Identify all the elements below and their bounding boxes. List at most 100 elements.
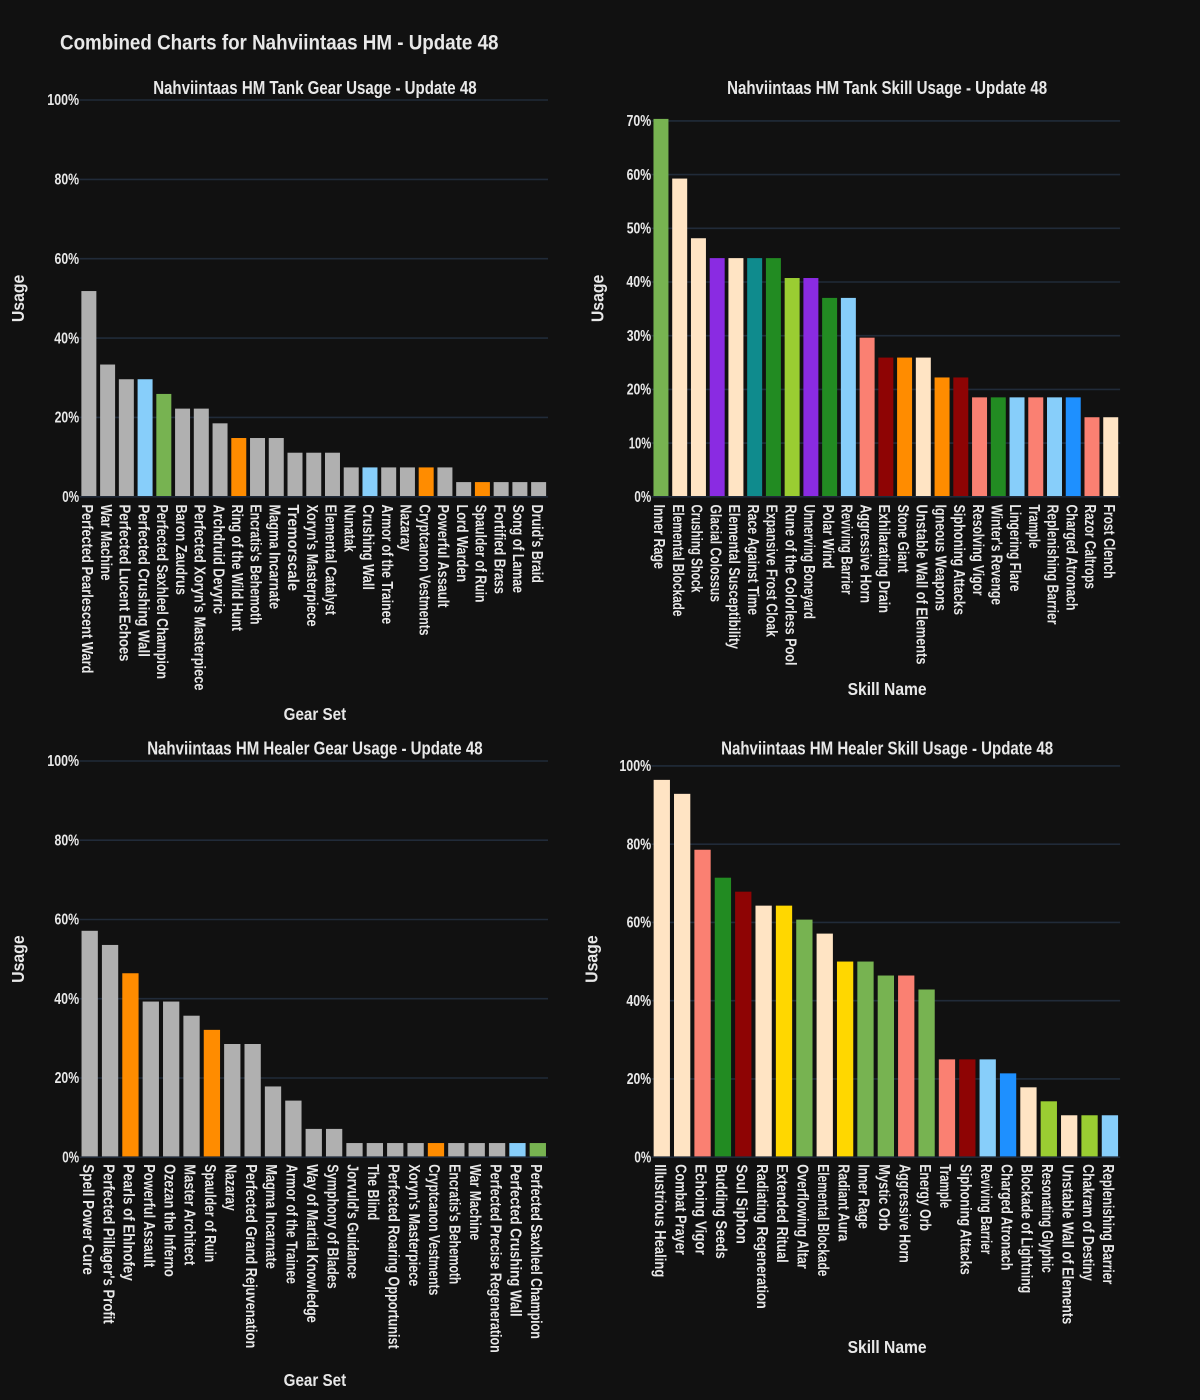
svg-text:Tremorscale: Tremorscale xyxy=(284,505,301,592)
svg-text:Way of Martial Knowledge: Way of Martial Knowledge xyxy=(303,1164,320,1323)
svg-text:Usage: Usage xyxy=(582,935,602,983)
svg-text:Trample: Trample xyxy=(936,1164,953,1208)
svg-text:Aggressive Horn: Aggressive Horn xyxy=(895,1164,912,1263)
svg-text:Symphony of Blades: Symphony of Blades xyxy=(323,1164,340,1289)
svg-text:Spell Power Cure: Spell Power Cure xyxy=(79,1164,96,1275)
svg-text:Overflowing Altar: Overflowing Altar xyxy=(794,1164,811,1269)
svg-text:40%: 40% xyxy=(54,991,79,1008)
svg-text:Perfected Pillager's Profit: Perfected Pillager's Profit xyxy=(99,1164,116,1324)
svg-text:0%: 0% xyxy=(634,489,651,506)
svg-text:Crushing Shock: Crushing Shock xyxy=(688,505,705,593)
svg-text:Charged Atronach: Charged Atronach xyxy=(997,1164,1014,1270)
svg-text:20%: 20% xyxy=(55,1070,80,1087)
svg-text:Perfected Saxhleel Champion: Perfected Saxhleel Champion xyxy=(153,505,170,680)
svg-text:Nazaray: Nazaray xyxy=(397,505,414,552)
svg-text:Song of Lamae: Song of Lamae xyxy=(509,505,526,594)
svg-text:Usage: Usage xyxy=(8,935,28,983)
svg-text:Perfected Xoryn's Masterpiece: Perfected Xoryn's Masterpiece xyxy=(191,505,208,691)
svg-text:Illustrious Healing: Illustrious Healing xyxy=(651,1164,668,1277)
svg-text:Glacial Colossus: Glacial Colossus xyxy=(706,505,723,603)
svg-text:Mystic Orb: Mystic Orb xyxy=(875,1164,892,1231)
svg-text:Lord Warden: Lord Warden xyxy=(453,505,470,583)
svg-text:20%: 20% xyxy=(627,1071,652,1088)
svg-text:Nahviintaas HM Tank Skill Usag: Nahviintaas HM Tank Skill Usage - Update… xyxy=(727,78,1047,98)
svg-text:Energy Orb: Energy Orb xyxy=(916,1164,933,1231)
svg-text:Armor of the Trainee: Armor of the Trainee xyxy=(378,505,395,625)
svg-text:80%: 80% xyxy=(55,832,80,849)
svg-text:0%: 0% xyxy=(634,1149,651,1166)
svg-text:Resonating Glyphic: Resonating Glyphic xyxy=(1038,1164,1055,1273)
svg-text:0%: 0% xyxy=(62,1149,79,1166)
svg-text:100%: 100% xyxy=(47,92,79,109)
svg-text:Xoryn's Masterpiece: Xoryn's Masterpiece xyxy=(303,505,320,627)
svg-text:Skill Name: Skill Name xyxy=(848,1337,927,1357)
svg-text:Powerful Assault: Powerful Assault xyxy=(140,1164,157,1267)
svg-text:Frost Clench: Frost Clench xyxy=(1100,505,1117,579)
svg-text:80%: 80% xyxy=(627,836,652,853)
svg-text:Usage: Usage xyxy=(588,274,608,322)
svg-text:Pearls of Ehlnofey: Pearls of Ehlnofey xyxy=(120,1164,137,1281)
svg-text:Race Against Time: Race Against Time xyxy=(744,505,761,616)
svg-text:80%: 80% xyxy=(55,172,80,189)
svg-text:Armor of the Trainee: Armor of the Trainee xyxy=(283,1164,300,1284)
svg-text:Rune of the Colorless Pool: Rune of the Colorless Pool xyxy=(781,505,798,666)
svg-text:Spaulder of Ruin: Spaulder of Ruin xyxy=(201,1164,218,1262)
svg-text:Combined Charts for Nahviintaa: Combined Charts for Nahviintaas HM - Upd… xyxy=(60,32,499,55)
svg-text:Gear Set: Gear Set xyxy=(284,704,347,724)
svg-text:30%: 30% xyxy=(627,328,652,345)
svg-text:Nunatak: Nunatak xyxy=(340,505,357,553)
svg-text:The Blind: The Blind xyxy=(364,1164,381,1220)
svg-text:Skill Name: Skill Name xyxy=(848,679,927,699)
svg-text:Winter's Revenge: Winter's Revenge xyxy=(987,505,1004,606)
svg-text:Perfected Precise Regeneration: Perfected Precise Regeneration xyxy=(486,1164,503,1353)
svg-text:Elemental Catalyst: Elemental Catalyst xyxy=(322,505,339,616)
svg-text:Perfected Roaring Opportunist: Perfected Roaring Opportunist xyxy=(384,1164,401,1349)
svg-text:Aggressive Horn: Aggressive Horn xyxy=(856,505,873,604)
svg-text:Master Architect: Master Architect xyxy=(181,1164,198,1265)
svg-text:Reviving Barrier: Reviving Barrier xyxy=(838,505,855,595)
svg-text:Elemental Blockade: Elemental Blockade xyxy=(669,505,686,617)
svg-text:Razor Caltrops: Razor Caltrops xyxy=(1081,505,1098,590)
svg-text:Crushing Wall: Crushing Wall xyxy=(359,505,376,591)
svg-text:Unstable Wall of Elements: Unstable Wall of Elements xyxy=(913,505,930,665)
svg-text:Replenishing Barrier: Replenishing Barrier xyxy=(1099,1164,1116,1284)
svg-text:60%: 60% xyxy=(55,251,80,268)
svg-text:Charged Atronach: Charged Atronach xyxy=(1062,505,1079,611)
svg-text:100%: 100% xyxy=(47,753,79,770)
svg-text:Lingering Flare: Lingering Flare xyxy=(1006,505,1023,592)
svg-text:Trample: Trample xyxy=(1025,505,1042,549)
svg-text:Soul Siphon: Soul Siphon xyxy=(732,1164,749,1244)
svg-text:Expansive Frost Cloak: Expansive Frost Cloak xyxy=(763,505,780,638)
svg-text:40%: 40% xyxy=(54,330,79,347)
svg-text:40%: 40% xyxy=(626,993,651,1010)
svg-text:Reviving Barrier: Reviving Barrier xyxy=(977,1164,994,1254)
svg-text:40%: 40% xyxy=(626,274,651,291)
svg-text:Perfected Pearlescent Ward: Perfected Pearlescent Ward xyxy=(78,505,95,674)
svg-text:Ring of the Wild Hunt: Ring of the Wild Hunt xyxy=(228,505,245,632)
svg-text:Siphoning Attacks: Siphoning Attacks xyxy=(957,1164,974,1275)
svg-text:Replenishing Barrier: Replenishing Barrier xyxy=(1044,505,1061,625)
svg-text:Elemental Blockade: Elemental Blockade xyxy=(814,1164,831,1276)
svg-text:Spaulder of Ruin: Spaulder of Ruin xyxy=(472,505,489,603)
svg-text:War Machine: War Machine xyxy=(466,1164,483,1240)
svg-text:Baron Zaudrus: Baron Zaudrus xyxy=(172,505,189,596)
svg-text:Fortified Brass: Fortified Brass xyxy=(490,505,507,595)
svg-text:Inner Rage: Inner Rage xyxy=(650,505,667,570)
svg-text:Nahviintaas HM Tank Gear Usage: Nahviintaas HM Tank Gear Usage - Update … xyxy=(153,78,476,98)
svg-text:10%: 10% xyxy=(629,435,652,452)
svg-text:Perfected Grand Rejuvenation: Perfected Grand Rejuvenation xyxy=(242,1164,259,1348)
svg-text:Siphoning Attacks: Siphoning Attacks xyxy=(950,505,967,616)
svg-text:Igneous Weapons: Igneous Weapons xyxy=(931,505,948,612)
svg-text:Budding Seeds: Budding Seeds xyxy=(712,1164,729,1259)
svg-text:Nazaray: Nazaray xyxy=(221,1164,238,1211)
svg-text:60%: 60% xyxy=(55,912,80,929)
svg-text:Perfected Crushing Wall: Perfected Crushing Wall xyxy=(134,505,151,657)
svg-text:Cryptcanon Vestments: Cryptcanon Vestments xyxy=(425,1164,442,1295)
svg-text:Extended Ritual: Extended Ritual xyxy=(773,1164,790,1263)
svg-text:Combat Prayer: Combat Prayer xyxy=(671,1164,688,1255)
svg-text:0%: 0% xyxy=(62,489,79,506)
svg-text:Perfected Crushing Wall: Perfected Crushing Wall xyxy=(507,1164,524,1316)
svg-text:Cryptcanon Vestments: Cryptcanon Vestments xyxy=(415,505,432,636)
svg-text:60%: 60% xyxy=(627,167,652,184)
svg-text:Powerful Assault: Powerful Assault xyxy=(434,505,451,608)
